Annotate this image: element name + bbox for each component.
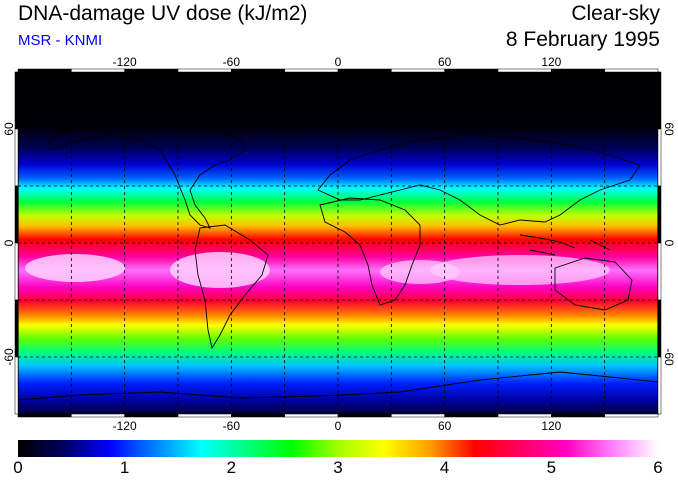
edge-bar xyxy=(551,413,605,418)
map-title: DNA-damage UV dose (kJ/m2) xyxy=(18,2,308,25)
coastline-europe-asia xyxy=(317,134,641,226)
white-dose-patch-america xyxy=(170,252,270,288)
colorbar xyxy=(18,440,658,457)
colorbar-tick-label: 3 xyxy=(333,458,343,477)
coastline-north-america xyxy=(49,121,246,229)
colorbar-tick-label: 6 xyxy=(653,458,663,477)
edge-bar xyxy=(231,68,285,73)
uv-dose-map: -120 -120 -60 -60 0 0 60 60 120 120 60 60 0 0 -60 -60 xyxy=(2,55,676,433)
source-label: MSR - KNMI xyxy=(18,32,103,49)
edge-bar xyxy=(657,185,662,244)
white-dose-patch-africa xyxy=(380,260,460,284)
edge-bar xyxy=(657,356,662,415)
edge-bar xyxy=(177,413,232,418)
lon-tick-label: -60 xyxy=(223,419,241,433)
edge-bar xyxy=(657,71,662,130)
lon-tick-label: 120 xyxy=(541,419,561,433)
edge-bar xyxy=(391,68,445,73)
coastlines xyxy=(17,95,659,401)
edge-bar xyxy=(284,413,339,418)
map-frame: -120 -120 -60 -60 0 0 60 60 120 120 60 60 0 0 -60 -60 xyxy=(2,55,676,433)
coastline-africa xyxy=(319,197,421,306)
edge-bar xyxy=(604,413,659,418)
edge-bar xyxy=(231,413,285,418)
edge-bar xyxy=(657,299,662,358)
edge-bar xyxy=(604,68,659,73)
edge-bar xyxy=(14,128,19,187)
date-label: 8 February 1995 xyxy=(505,28,660,51)
colorbar-tick-label: 5 xyxy=(546,458,557,477)
edge-bar xyxy=(444,68,499,73)
edge-bar xyxy=(71,68,125,73)
edge-bar xyxy=(657,242,662,301)
white-dose-patch-atlantic xyxy=(25,254,125,282)
map-edge-ticks xyxy=(14,68,662,418)
edge-bar xyxy=(17,413,72,418)
edge-bar xyxy=(497,413,552,418)
lon-tick-label: 0 xyxy=(335,419,342,433)
edge-bar xyxy=(444,413,499,418)
edge-bar xyxy=(124,68,179,73)
colorbar-tick-label: 2 xyxy=(226,458,237,477)
coastline-antarctica xyxy=(17,371,659,401)
coastline-south-america xyxy=(194,224,269,350)
colorbar-tick-label: 0 xyxy=(13,458,23,477)
lat-tick-label-left: -60 xyxy=(2,348,16,366)
colorbar-tick-labels: 0 1 2 3 4 5 6 xyxy=(0,458,678,480)
edge-bar xyxy=(284,68,339,73)
edge-bar xyxy=(497,68,552,73)
edge-bar xyxy=(177,68,232,73)
edge-bar xyxy=(71,413,125,418)
white-dose-patch-indian xyxy=(430,255,610,285)
coastline-indonesia xyxy=(519,234,611,256)
edge-bar xyxy=(657,128,662,187)
graticule xyxy=(18,72,658,414)
lat-tick-label-left: 60 xyxy=(2,122,16,136)
lon-tick-label: -60 xyxy=(223,55,241,69)
edge-bar xyxy=(14,185,19,244)
coastline-australia xyxy=(554,257,633,311)
edge-bar xyxy=(124,413,179,418)
edge-bar xyxy=(337,68,392,73)
lon-tick-label: 0 xyxy=(335,55,342,69)
lon-tick-label: -120 xyxy=(113,55,137,69)
edge-bar xyxy=(17,68,72,73)
lon-tick-label: 120 xyxy=(541,55,561,69)
lat-tick-label-right: 0 xyxy=(662,240,676,247)
edge-bar xyxy=(14,71,19,130)
lon-tick-label: 60 xyxy=(438,419,452,433)
lon-tick-label: 60 xyxy=(438,55,452,69)
axis-tick-labels: -120 -120 -60 -60 0 0 60 60 120 120 60 60 0 0 -60 -60 xyxy=(2,55,676,433)
edge-bar xyxy=(337,413,392,418)
lat-tick-label-left: 0 xyxy=(2,239,16,246)
coastline-greenland xyxy=(244,95,301,129)
colorbar-tick-label: 4 xyxy=(439,458,450,477)
sky-condition-label: Clear-sky xyxy=(571,2,660,25)
edge-bar xyxy=(391,413,445,418)
lon-tick-label: -120 xyxy=(113,419,137,433)
lat-tick-label-right: 60 xyxy=(662,122,676,136)
lat-tick-label-right: -60 xyxy=(662,348,676,366)
edge-bar xyxy=(14,242,19,301)
edge-bar xyxy=(14,356,19,415)
colorbar-tick-label: 1 xyxy=(119,458,130,477)
edge-bar xyxy=(551,68,605,73)
